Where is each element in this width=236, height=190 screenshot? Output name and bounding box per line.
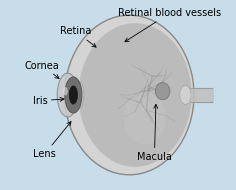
Ellipse shape bbox=[124, 91, 165, 144]
Ellipse shape bbox=[63, 87, 68, 96]
Ellipse shape bbox=[65, 15, 194, 175]
Text: Cornea: Cornea bbox=[25, 61, 60, 78]
Text: Retina: Retina bbox=[60, 26, 96, 47]
Ellipse shape bbox=[156, 83, 170, 100]
Text: Lens: Lens bbox=[34, 122, 71, 159]
Ellipse shape bbox=[79, 23, 192, 167]
Ellipse shape bbox=[65, 77, 82, 113]
Ellipse shape bbox=[57, 73, 78, 117]
Text: Retinal blood vessels: Retinal blood vessels bbox=[118, 8, 221, 42]
Ellipse shape bbox=[69, 86, 78, 104]
Ellipse shape bbox=[180, 86, 191, 104]
Text: Iris: Iris bbox=[33, 96, 64, 106]
Ellipse shape bbox=[74, 82, 84, 108]
Text: Macula: Macula bbox=[137, 105, 172, 162]
